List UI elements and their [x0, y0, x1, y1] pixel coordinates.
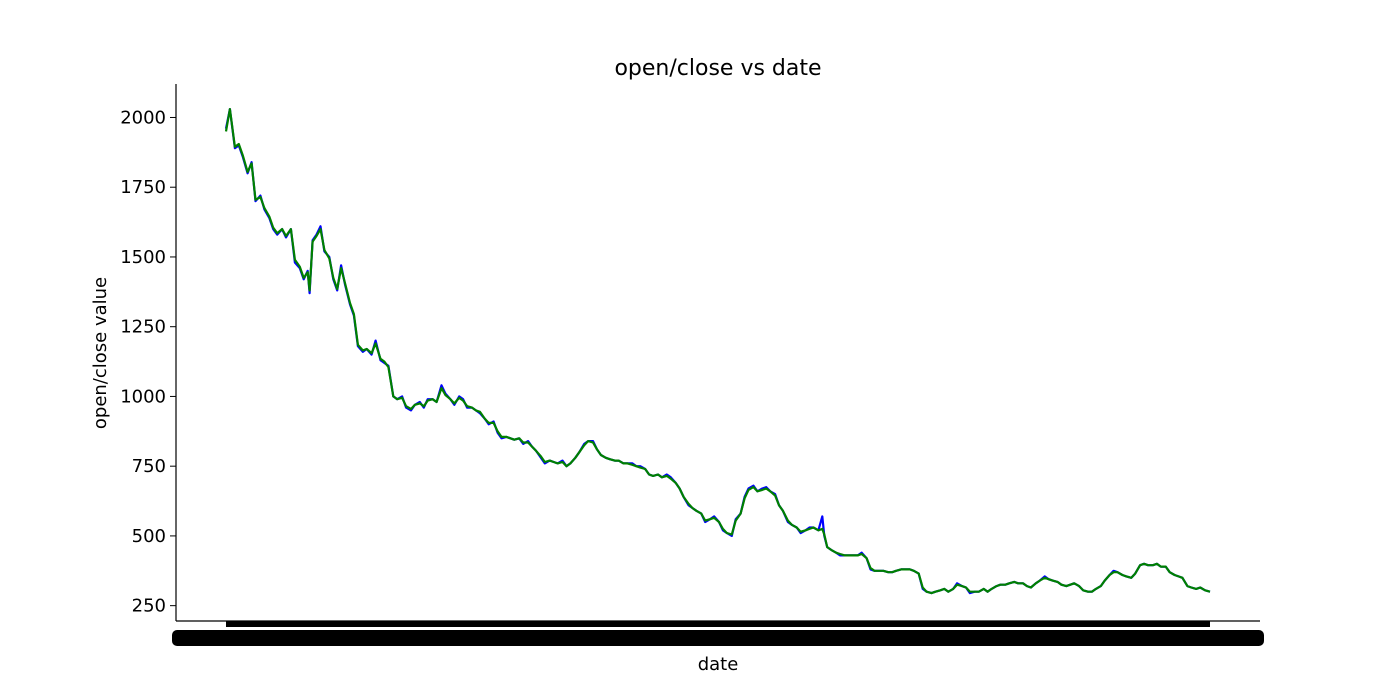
x-tick-labels-overlapping [172, 630, 1264, 646]
y-tick-label: 500 [132, 526, 166, 547]
y-tick-label: 250 [132, 596, 166, 617]
chart-title: open/close vs date [614, 56, 821, 81]
y-tick-label: 1000 [120, 386, 166, 407]
y-axis-ticks: 250 500 750 1000 1250 1500 1750 2000 [120, 107, 176, 617]
series-line-2 [224, 108, 1211, 595]
y-tick-label: 1750 [120, 177, 166, 198]
y-tick-label: 2000 [120, 107, 166, 128]
y-tick-label: 750 [132, 456, 166, 477]
x-tick-marks [226, 621, 1210, 627]
y-axis-label: open/close value [90, 277, 111, 429]
y-tick-label: 1500 [120, 247, 166, 268]
x-axis-label: date [698, 654, 739, 675]
y-tick-label: 1250 [120, 317, 166, 338]
series-lines [224, 108, 1211, 595]
x-axis-ticks [172, 621, 1264, 646]
